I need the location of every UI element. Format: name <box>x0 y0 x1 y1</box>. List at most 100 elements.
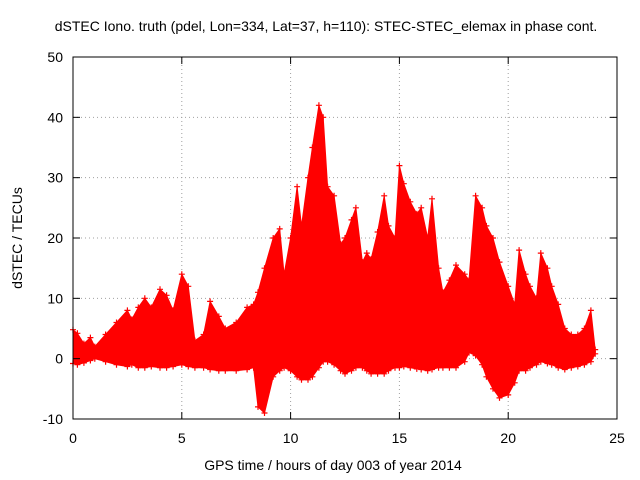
data-point-lower <box>342 370 348 377</box>
x-tick-label: 10 <box>283 430 299 446</box>
y-tick-labels: -10 0 10 20 30 40 50 <box>43 49 63 427</box>
data-point-upper <box>287 235 294 241</box>
data-point-upper <box>294 183 301 190</box>
data-point-upper <box>163 292 170 299</box>
y-tick-label: -10 <box>43 411 63 427</box>
data-point-lower <box>561 366 568 373</box>
data-point-upper <box>522 271 529 278</box>
data-point-lower <box>215 367 222 374</box>
data-point-upper <box>331 192 338 199</box>
data-point-lower <box>305 376 311 383</box>
data-point-upper <box>385 222 392 229</box>
data-point-upper <box>305 174 311 181</box>
data-point-upper <box>359 259 366 266</box>
data-point-lower <box>461 358 468 365</box>
data-point-upper <box>255 289 261 296</box>
x-tick-label: 25 <box>609 430 625 446</box>
data-point-upper <box>368 256 375 263</box>
data-point-upper <box>505 283 512 290</box>
data-point-upper <box>128 316 135 323</box>
data-point-lower <box>233 367 240 374</box>
data-point-lower <box>363 367 370 374</box>
data-point-lower <box>400 363 407 370</box>
x-tick-label: 5 <box>178 430 186 446</box>
y-tick-label: 20 <box>47 230 63 246</box>
data-point-lower <box>170 363 177 370</box>
x-axis-label: GPS time / hours of day 003 of year 2014 <box>204 457 462 473</box>
data-point-lower <box>429 366 435 373</box>
data-point-lower <box>527 364 533 371</box>
data-point-lower <box>516 367 523 374</box>
data-point-lower <box>124 363 131 370</box>
data-point-lower <box>418 366 425 373</box>
data-point-upper <box>222 325 229 332</box>
y-tick-label: 10 <box>47 290 63 306</box>
data-point-upper <box>453 262 459 269</box>
y-tick-label: 30 <box>47 170 63 186</box>
data-point-lower <box>270 373 277 380</box>
data-point-upper <box>435 265 442 272</box>
data-point-lower <box>163 364 170 371</box>
data-point-lower <box>352 364 359 371</box>
data-point-upper <box>381 192 388 199</box>
data-point-lower <box>505 391 512 398</box>
data-point-upper <box>337 241 344 247</box>
y-tick-label: 40 <box>47 109 63 125</box>
data-point-lower <box>135 364 142 371</box>
data-point-upper <box>309 144 316 151</box>
data-point-lower <box>337 367 344 374</box>
y-tick-label: 0 <box>55 351 63 367</box>
x-tick-label: 0 <box>69 430 77 446</box>
data-point-lower <box>381 370 388 377</box>
data-point-lower <box>128 361 135 368</box>
data-point-upper <box>392 235 398 241</box>
data-point-upper <box>148 304 155 311</box>
data-point-lower <box>424 367 431 374</box>
data-point-lower <box>490 385 496 392</box>
data-point-upper <box>374 229 381 235</box>
data-point-upper <box>561 325 568 332</box>
data-point-lower <box>496 394 503 401</box>
data-point-lower <box>298 376 305 383</box>
data-point-upper <box>244 304 251 311</box>
data-point-lower <box>479 361 486 368</box>
data-point-upper <box>348 216 355 223</box>
data-point-lower <box>315 364 322 371</box>
data-point-upper <box>102 331 109 338</box>
data-point-upper <box>496 259 503 266</box>
data-point-upper <box>270 235 277 241</box>
data-point-lower <box>439 364 446 371</box>
data-point-upper <box>157 286 163 293</box>
data-point-upper <box>490 235 496 241</box>
data-point-upper <box>400 180 407 187</box>
data-point-lower <box>222 367 229 374</box>
data-point-upper <box>446 277 453 284</box>
data-point-upper <box>191 337 198 344</box>
data-point-lower <box>522 367 529 374</box>
data-point-upper <box>315 102 322 109</box>
data-point-lower <box>483 373 490 380</box>
data-point-upper <box>527 283 533 290</box>
data-point-lower <box>348 367 355 374</box>
data-point-upper <box>407 198 414 205</box>
data-point-upper <box>324 183 331 190</box>
data-point-lower <box>331 361 338 368</box>
data-point-lower <box>407 364 414 371</box>
data-point-upper <box>413 210 420 217</box>
data-point-lower <box>276 367 283 374</box>
data-point-lower <box>255 403 261 410</box>
data-point-lower <box>533 361 540 368</box>
data-point-lower <box>568 364 575 371</box>
data-point-upper <box>555 301 562 308</box>
data-point-lower <box>368 370 375 377</box>
data-point-lower <box>374 370 381 377</box>
y-axis-label: dSTEC / TECUs <box>9 187 25 289</box>
data-point-upper <box>511 301 518 308</box>
data-point-upper <box>472 192 479 199</box>
data-point-upper <box>568 331 575 338</box>
data-point-upper <box>281 271 288 278</box>
data-point-lower <box>385 367 392 374</box>
data-point-lower <box>587 358 594 365</box>
data-point-upper <box>479 204 486 211</box>
